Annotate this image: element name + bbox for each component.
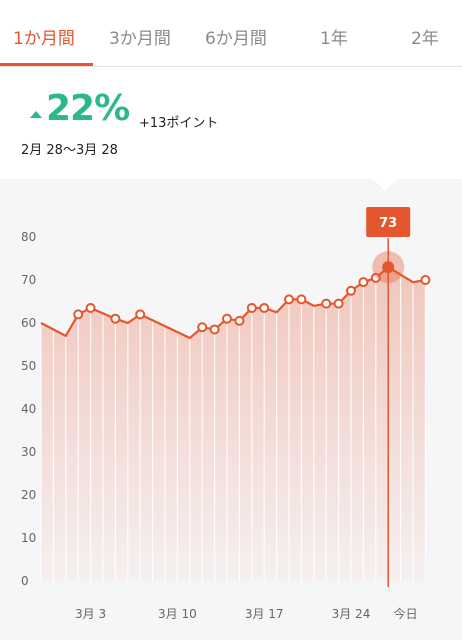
tab-6-months[interactable]: 6か月間 [205,29,267,49]
callout-value: 73 [379,216,397,231]
active-tab-indicator [0,63,93,66]
y-tick-label: 40 [21,402,36,416]
value-callout [366,207,411,237]
points-change: +13ポイント [139,116,219,131]
data-point [370,272,381,283]
x-tick-label: 今日 [394,606,418,621]
data-point [135,309,146,320]
x-tick-label: 3月 3 [75,607,106,621]
data-point [296,294,307,305]
data-point [346,285,356,296]
summary-panel [0,67,462,179]
data-point [333,298,344,309]
x-tick-label: 3月 10 [158,607,197,621]
tab-2-years[interactable]: 2年 [411,29,439,49]
x-tick-label: 3月 24 [332,607,371,621]
tab-1-month[interactable]: 1か月間 [13,29,75,49]
y-tick-label: 60 [21,316,36,330]
up-triangle-icon [30,111,42,118]
y-tick-label: 10 [21,531,36,545]
data-point [420,275,431,285]
data-point [209,324,220,335]
y-tick-label: 30 [21,445,36,459]
highlight-point [382,261,395,274]
data-point [110,313,121,324]
date-range: 2月 28〜3月 28 [21,143,118,158]
data-point [85,302,96,313]
y-tick-label: 70 [21,273,36,287]
data-point [234,315,245,326]
data-point [358,277,369,288]
tab-1-year[interactable]: 1年 [320,29,348,49]
selection-notch [373,179,397,191]
period-tabs: 1か月間 3か月間 6か月間 1年 2年 [0,0,462,67]
data-point [259,302,270,313]
y-tick-label: 80 [21,230,36,244]
x-tick-label: 3月 17 [245,607,284,621]
change-percent: 22% [46,88,130,129]
data-point [284,294,294,305]
data-point [321,298,332,309]
data-point [197,322,208,333]
data-point [73,309,84,320]
y-tick-label: 0 [21,574,29,588]
area-fill [41,267,426,581]
y-tick-label: 50 [21,359,36,373]
tab-3-months[interactable]: 3か月間 [109,29,171,49]
y-tick-label: 20 [21,488,36,502]
data-point [222,313,232,324]
data-point [246,302,257,313]
